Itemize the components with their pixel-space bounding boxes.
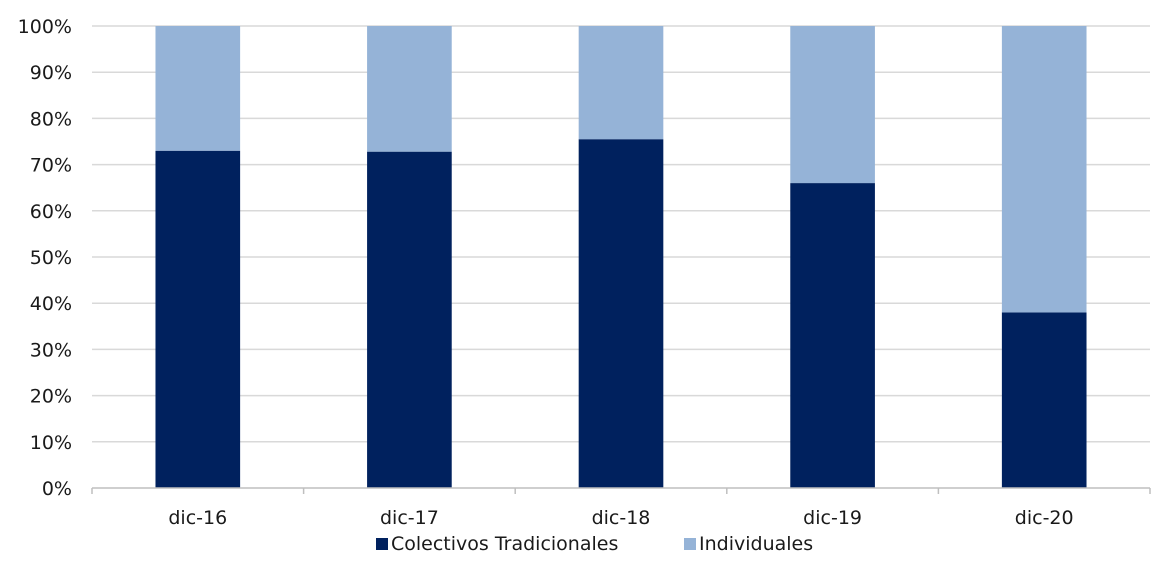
x-tick-label: dic-20 — [1015, 507, 1074, 529]
y-tick-label: 0% — [42, 478, 72, 500]
y-tick-label: 100% — [18, 16, 72, 38]
axes: 0% 10% 20% 30% 40% 50% 60% 70% 80% 90% 100% dic-16 d… — [18, 16, 1151, 529]
bars — [155, 26, 1087, 489]
y-tick-label: 80% — [30, 108, 72, 130]
bar-segment-colectivos-tradicionales — [367, 151, 452, 488]
y-tick-label: 50% — [30, 247, 72, 269]
bar-segment-individuales — [790, 26, 875, 184]
legend-swatch — [684, 538, 696, 550]
legend-swatch — [376, 538, 388, 550]
x-tick-label: dic-19 — [803, 507, 862, 529]
x-tick-label: dic-17 — [380, 507, 439, 529]
y-tick-label: 30% — [30, 339, 72, 361]
bar-segment-individuales — [1001, 26, 1087, 313]
bar-segment-colectivos-tradicionales — [790, 183, 875, 488]
bar-segment-individuales — [367, 26, 452, 152]
bar-segment-colectivos-tradicionales — [1001, 312, 1087, 488]
legend: Colectivos Tradicionales Individuales — [376, 533, 813, 555]
x-tick-label: dic-16 — [168, 507, 227, 529]
bar-segment-individuales — [155, 26, 241, 151]
bar-segment-colectivos-tradicionales — [155, 150, 241, 489]
legend-label: Individuales — [699, 533, 813, 555]
y-tick-label: 70% — [30, 155, 72, 177]
legend-label: Colectivos Tradicionales — [391, 533, 618, 555]
bar-segment-individuales — [578, 26, 664, 140]
x-tick-label: dic-18 — [592, 507, 651, 529]
y-tick-label: 10% — [30, 432, 72, 454]
y-tick-label: 60% — [30, 201, 72, 223]
y-tick-label: 90% — [30, 62, 72, 84]
bar-segment-colectivos-tradicionales — [578, 139, 664, 488]
y-tick-label: 40% — [30, 293, 72, 315]
y-tick-label: 20% — [30, 386, 72, 408]
